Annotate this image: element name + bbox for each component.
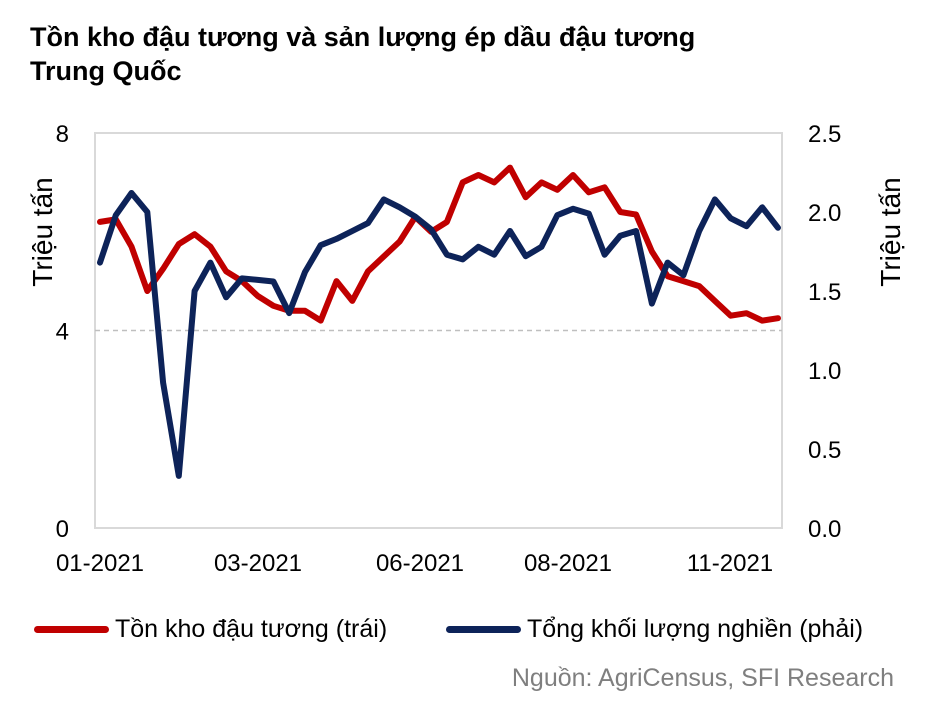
left-axis-label: Triệu tấn [27,177,58,286]
legend-label-crush: Tổng khối lượng nghiền (phải) [527,615,864,643]
x-axis: 01-2021 03-2021 06-2021 08-2021 11-2021 [56,550,773,577]
series-line-crush [97,190,781,479]
right-tick-label: 0.0 [808,516,841,543]
chart-svg: 0 4 8 0.0 0.5 1.0 1.5 2.0 2.5 01-2021 03-2021 06-… [27,121,906,577]
chart-title-line-1: Tồn kho đậu tương và sản lượng ép dầu đậ… [30,22,696,52]
legend-item-crush: Tổng khối lượng nghiền (phải) [446,615,863,644]
legend-label-stock: Tồn kho đậu tương (trái) [115,615,388,643]
right-axis: 0.0 0.5 1.0 1.5 2.0 2.5 [808,121,841,543]
source-note: Nguồn: AgriCensus, SFI Research [511,664,894,692]
left-tick-label: 4 [56,319,69,346]
series-layer [97,164,781,479]
x-tick-label: 06-2021 [376,550,464,577]
left-tick-label: 0 [56,516,69,543]
x-tick-label: 08-2021 [524,550,612,577]
legend: Tồn kho đậu tương (trái) Tổng khối lượng… [0,615,944,655]
legend-swatch-stock [34,626,109,633]
right-tick-label: 0.5 [808,437,841,464]
right-tick-label: 2.0 [808,200,841,227]
right-tick-label: 2.5 [808,121,841,148]
x-tick-label: 03-2021 [214,550,302,577]
right-tick-label: 1.0 [808,358,841,385]
left-tick-label: 8 [56,121,69,148]
left-axis: 0 4 8 [56,121,69,543]
legend-item-stock: Tồn kho đậu tương (trái) [34,615,387,644]
right-axis-label: Triệu tấn [875,177,906,286]
x-tick-label: 01-2021 [56,550,144,577]
legend-swatch-crush [446,626,521,633]
x-tick-label: 11-2021 [687,550,773,577]
chart-title-line-2: Trung Quốc [30,56,182,86]
right-tick-label: 1.5 [808,279,841,306]
chart-title: Tồn kho đậu tương và sản lượng ép dầu đậ… [30,20,910,88]
